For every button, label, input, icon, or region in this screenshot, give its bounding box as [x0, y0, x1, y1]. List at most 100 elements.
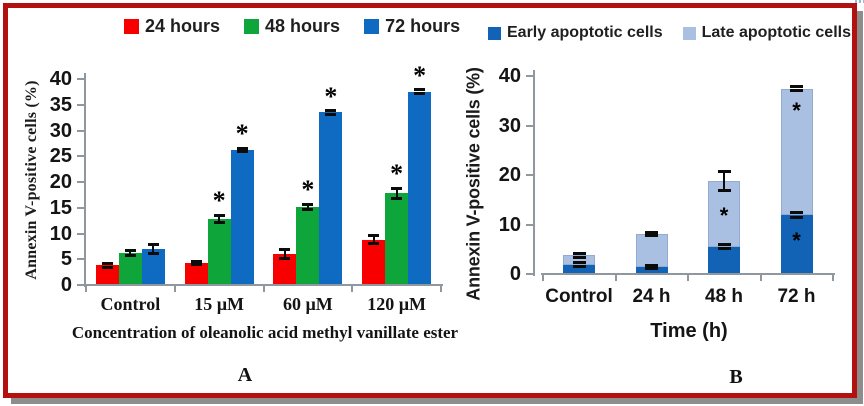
error-bar-cap-bottom-15-m-72-hours: [236, 149, 248, 153]
panel-letter-a: A: [237, 364, 253, 386]
error-bar-stem-control-48-hours: [129, 250, 132, 256]
error-bar-cap-bottom-60-m-24-hours: [279, 256, 291, 260]
error-bar-cap-top-60-m-24-hours: [279, 248, 291, 252]
y-axis-line-a: [84, 73, 86, 287]
error-bar-cap-top-15-m-72-hours: [236, 146, 248, 150]
error-bar-cap-top-60-m-48-hours: [302, 202, 314, 206]
figure-border-frame: [3, 3, 857, 398]
error-bar-cap-top-15-m-24-hours: [190, 260, 202, 264]
error-bar-cap-bottom-15-m-48-hours: [213, 221, 225, 225]
legend-swatch-early-apoptotic-cells-icon: [488, 26, 501, 40]
legend-label-48-hours: 48 hours: [265, 16, 341, 36]
bar-15-m-48-hours: [207, 219, 231, 285]
error-bar-cap-top-48-h-total: [717, 169, 731, 173]
bar-72-h-early-apoptotic-cells: [780, 215, 813, 274]
significance-asterisk: *: [301, 175, 315, 205]
error-bar-cap-top-24-h-early: [645, 264, 658, 268]
error-bar-cap-top-control-72-hours: [147, 242, 159, 246]
legend-item-late-apoptotic-cells: Late apoptotic cells: [682, 24, 851, 42]
error-bar-cap-bottom-48-h-early: [717, 247, 731, 251]
panel-letter-b: B: [729, 366, 743, 388]
error-bar-stem-60-m-48-hours: [306, 204, 309, 210]
legend-label-72-hours: 72 hours: [385, 16, 461, 36]
legend-item-early-apoptotic-cells: Early apoptotic cells: [488, 24, 663, 42]
x-tick-mark-a: [440, 285, 442, 292]
bar-control-72-hours: [141, 248, 165, 285]
y-tick-label-b: 10: [498, 213, 521, 236]
error-bar-cap-bottom-control-total: [572, 255, 586, 259]
x-tick-mark-a: [85, 285, 87, 292]
x-tick-mark-b: [542, 274, 544, 281]
significance-asterisk: *: [792, 227, 801, 253]
error-bar-cap-bottom-control-48-hours: [124, 254, 136, 258]
error-bar-cap-bottom-control-24-hours: [101, 265, 113, 269]
y-tick-label-a: 10: [49, 222, 72, 245]
error-bar-cap-top-control-total: [572, 251, 586, 255]
x-category-label-b: 24 h: [632, 286, 671, 307]
bar-24-h-early-apoptotic-cells: [635, 267, 668, 274]
y-tick-mark-a: [77, 232, 84, 235]
y-tick-label-a: 5: [60, 248, 72, 271]
error-bar-cap-bottom-15-m-24-hours: [190, 263, 202, 267]
y-tick-mark-b: [526, 223, 533, 226]
bar-24-h-late-apoptotic-cells: [635, 234, 668, 268]
significance-asterisk: *: [413, 60, 427, 90]
error-bar-cap-bottom-control-early: [572, 265, 586, 269]
x-category-label-a: Control: [100, 294, 161, 314]
y-tick-label-b: 0: [509, 263, 521, 285]
x-axis-title-b: Time (h): [650, 320, 728, 342]
x-tick-mark-b: [614, 274, 617, 281]
bar-60-m-24-hours: [273, 254, 297, 285]
significance-asterisk: *: [792, 98, 801, 124]
error-bar-stem-control-72-hours: [152, 244, 155, 254]
error-bar-cap-top-control-48-hours: [124, 248, 136, 252]
error-bar-cap-bottom-48-h-total: [717, 189, 731, 193]
bar-60-m-72-hours: [319, 112, 343, 285]
error-bar-stem-120-m-48-hours: [395, 188, 398, 199]
error-bar-cap-top-72-h-early: [790, 211, 803, 215]
bar-control-48-hours: [118, 253, 142, 285]
error-bar-cap-bottom-24-h-total: [645, 234, 658, 238]
legend-swatch-late-apoptotic-cells-icon: [682, 26, 696, 40]
error-bar-stem-48-h-total: [723, 171, 725, 191]
significance-asterisk: *: [719, 203, 729, 229]
x-tick-mark-a: [351, 285, 354, 292]
error-bar-cap-top-control-24-hours: [101, 261, 113, 265]
error-bar-cap-bottom-24-h-early: [645, 267, 658, 271]
error-bar-cap-top-control-early: [572, 261, 586, 265]
drop-shadow-bottom: [11, 398, 863, 404]
y-tick-mark-b: [526, 273, 533, 275]
legend-item-24-hours: 24 hours: [124, 16, 220, 37]
bar-60-m-48-hours: [296, 206, 320, 285]
error-bar-cap-bottom-120-m-72-hours: [414, 92, 426, 96]
x-category-label-b: 48 h: [704, 286, 744, 307]
y-tick-label-a: 0: [60, 274, 72, 296]
error-bar-stem-15-m-48-hours: [218, 215, 221, 223]
y-tick-label-b: 30: [498, 114, 521, 137]
legend-item-72-hours: 72 hours: [364, 16, 460, 37]
x-category-label-a: 60 µM: [282, 294, 333, 314]
error-bar-stem-60-m-24-hours: [283, 249, 286, 259]
error-bar-cap-bottom-60-m-72-hours: [325, 112, 337, 116]
legend-label-24-hours: 24 hours: [145, 16, 221, 36]
y-tick-mark-a: [77, 103, 84, 106]
y-tick-label-b: 40: [498, 65, 521, 87]
error-bar-cap-top-120-m-48-hours: [391, 186, 403, 190]
error-bar-cap-top-60-m-72-hours: [325, 109, 337, 113]
significance-asterisk: *: [235, 119, 249, 148]
legend-swatch-48-hours-icon: [244, 19, 260, 34]
y-tick-label-a: 40: [49, 68, 72, 90]
bar-120-m-72-hours: [408, 91, 432, 285]
x-category-label-a: 120 µM: [367, 294, 427, 314]
error-bar-cap-top-72-h-total: [790, 85, 803, 89]
bar-15-m-72-hours: [230, 149, 254, 285]
x-tick-mark-a: [173, 285, 176, 292]
legend-label-early-apoptotic-cells: Early apoptotic cells: [507, 24, 663, 41]
y-tick-mark-b: [526, 174, 533, 176]
error-bar-cap-top-48-h-early: [717, 243, 731, 247]
legend-a: 24 hours 48 hours 72 hours: [124, 16, 460, 37]
y-tick-mark-b: [526, 75, 533, 77]
bar-control-24-hours: [95, 265, 119, 285]
x-tick-mark-b: [832, 274, 834, 281]
legend-label-late-apoptotic-cells: Late apoptotic cells: [701, 24, 851, 41]
